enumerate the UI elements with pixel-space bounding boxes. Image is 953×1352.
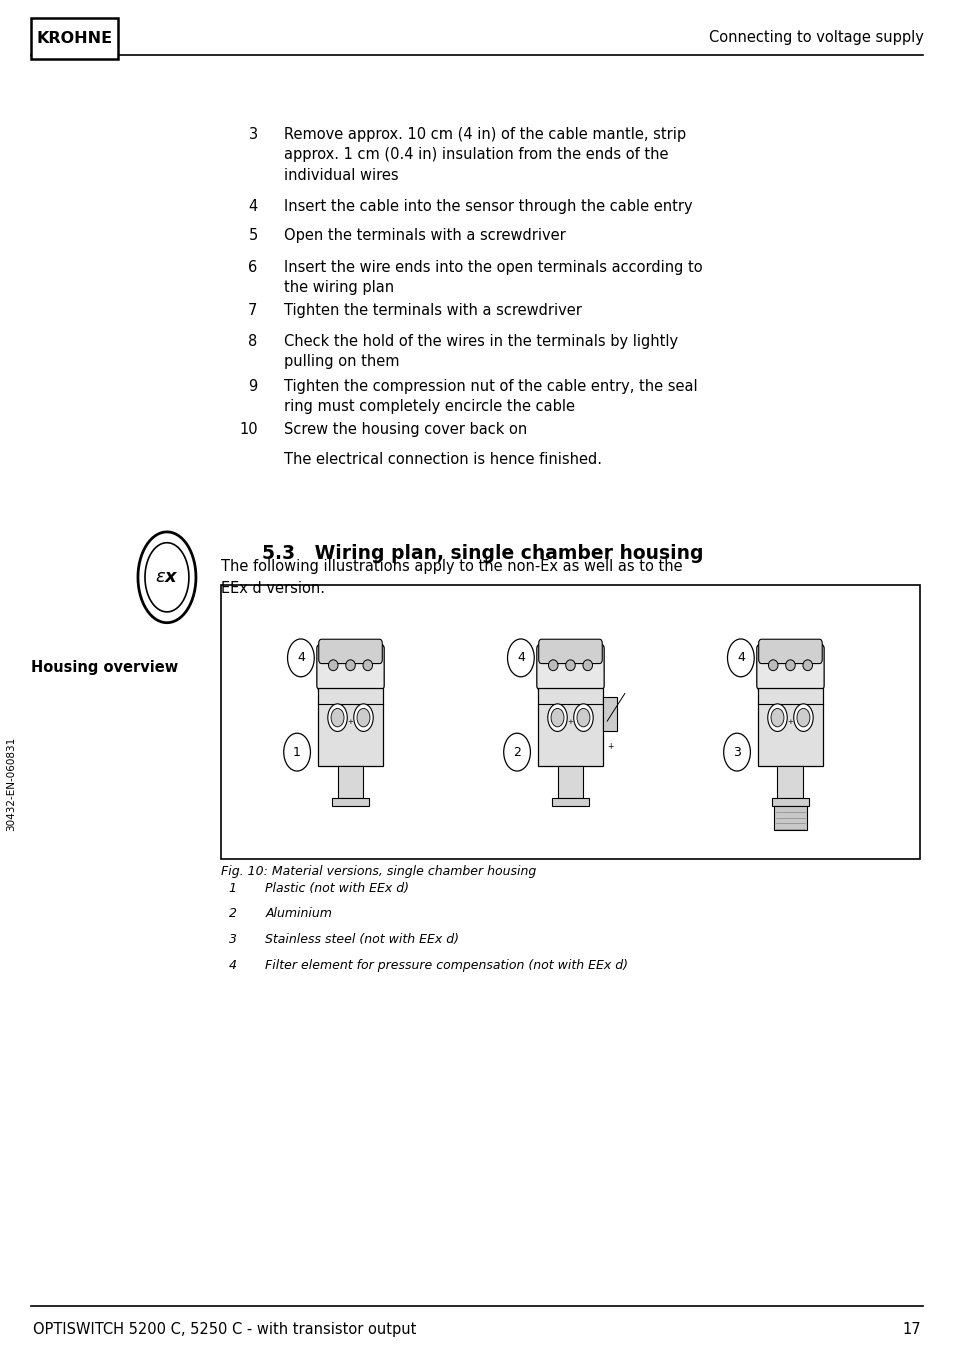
Circle shape bbox=[354, 704, 373, 731]
Circle shape bbox=[551, 708, 563, 727]
Circle shape bbox=[727, 639, 754, 677]
Ellipse shape bbox=[785, 660, 795, 671]
Text: Tighten the terminals with a screwdriver: Tighten the terminals with a screwdriver bbox=[284, 303, 581, 318]
Text: KROHNE: KROHNE bbox=[36, 31, 112, 46]
Text: Insert the wire ends into the open terminals according to
the wiring plan: Insert the wire ends into the open termi… bbox=[284, 260, 702, 295]
Ellipse shape bbox=[328, 660, 337, 671]
Text: 7: 7 bbox=[248, 303, 257, 318]
Ellipse shape bbox=[548, 660, 558, 671]
FancyBboxPatch shape bbox=[537, 688, 602, 765]
Text: 4: 4 bbox=[517, 652, 524, 664]
Text: 5: 5 bbox=[248, 228, 257, 243]
Text: Filter element for pressure compensation (not with EEx d): Filter element for pressure compensation… bbox=[265, 959, 628, 972]
Text: Connecting to voltage supply: Connecting to voltage supply bbox=[708, 30, 923, 45]
Circle shape bbox=[283, 733, 310, 771]
Ellipse shape bbox=[582, 660, 592, 671]
Text: $\epsilon$x: $\epsilon$x bbox=[155, 568, 178, 587]
FancyBboxPatch shape bbox=[771, 798, 808, 806]
Text: 4: 4 bbox=[248, 199, 257, 214]
FancyBboxPatch shape bbox=[758, 639, 821, 664]
Ellipse shape bbox=[363, 660, 373, 671]
Circle shape bbox=[767, 704, 786, 731]
Text: 5.3   Wiring plan, single chamber housing: 5.3 Wiring plan, single chamber housing bbox=[262, 544, 703, 562]
Text: 9: 9 bbox=[248, 379, 257, 393]
Circle shape bbox=[796, 708, 809, 727]
Circle shape bbox=[577, 708, 589, 727]
Text: 3: 3 bbox=[732, 745, 740, 758]
Text: 3: 3 bbox=[248, 127, 257, 142]
Text: Aluminium: Aluminium bbox=[265, 907, 332, 921]
FancyBboxPatch shape bbox=[316, 645, 384, 690]
Text: Insert the cable into the sensor through the cable entry: Insert the cable into the sensor through… bbox=[284, 199, 692, 214]
FancyBboxPatch shape bbox=[318, 639, 382, 664]
FancyBboxPatch shape bbox=[557, 765, 583, 798]
Circle shape bbox=[723, 733, 750, 771]
Text: 17: 17 bbox=[901, 1322, 920, 1337]
Text: Check the hold of the wires in the terminals by lightly
pulling on them: Check the hold of the wires in the termi… bbox=[284, 334, 678, 369]
Circle shape bbox=[287, 639, 314, 677]
Circle shape bbox=[331, 708, 344, 727]
FancyBboxPatch shape bbox=[551, 798, 589, 806]
Text: The following illustrations apply to the non-Ex as well as to the
EEx d version.: The following illustrations apply to the… bbox=[221, 558, 682, 596]
Text: Plastic (not with EEx d): Plastic (not with EEx d) bbox=[265, 882, 409, 895]
Text: Remove approx. 10 cm (4 in) of the cable mantle, strip
approx. 1 cm (0.4 in) ins: Remove approx. 10 cm (4 in) of the cable… bbox=[284, 127, 686, 183]
Circle shape bbox=[328, 704, 347, 731]
FancyBboxPatch shape bbox=[602, 698, 617, 731]
Ellipse shape bbox=[767, 660, 777, 671]
Text: Fig. 10: Material versions, single chamber housing: Fig. 10: Material versions, single chamb… bbox=[221, 865, 536, 879]
FancyBboxPatch shape bbox=[538, 639, 601, 664]
Circle shape bbox=[356, 708, 370, 727]
Text: 1: 1 bbox=[293, 745, 301, 758]
FancyBboxPatch shape bbox=[773, 806, 806, 830]
Text: +: + bbox=[787, 719, 793, 725]
Text: OPTISWITCH 5200 C, 5250 C - with transistor output: OPTISWITCH 5200 C, 5250 C - with transis… bbox=[33, 1322, 416, 1337]
Circle shape bbox=[573, 704, 593, 731]
Text: Tighten the compression nut of the cable entry, the seal
ring must completely en: Tighten the compression nut of the cable… bbox=[284, 379, 698, 414]
FancyBboxPatch shape bbox=[777, 765, 802, 798]
Circle shape bbox=[770, 708, 783, 727]
Ellipse shape bbox=[802, 660, 812, 671]
Text: 4: 4 bbox=[296, 652, 305, 664]
Text: 4: 4 bbox=[229, 959, 236, 972]
Text: The electrical connection is hence finished.: The electrical connection is hence finis… bbox=[284, 452, 601, 466]
Text: Open the terminals with a screwdriver: Open the terminals with a screwdriver bbox=[284, 228, 565, 243]
Ellipse shape bbox=[565, 660, 575, 671]
Text: Screw the housing cover back on: Screw the housing cover back on bbox=[284, 422, 527, 437]
FancyBboxPatch shape bbox=[332, 798, 369, 806]
Text: Housing overview: Housing overview bbox=[30, 660, 177, 675]
Circle shape bbox=[793, 704, 812, 731]
FancyBboxPatch shape bbox=[221, 585, 919, 859]
FancyBboxPatch shape bbox=[756, 645, 823, 690]
Text: 1: 1 bbox=[229, 882, 236, 895]
FancyBboxPatch shape bbox=[337, 765, 363, 798]
Text: 2: 2 bbox=[513, 745, 520, 758]
Text: 8: 8 bbox=[248, 334, 257, 349]
Text: +: + bbox=[567, 719, 573, 725]
Circle shape bbox=[547, 704, 567, 731]
Ellipse shape bbox=[345, 660, 355, 671]
Text: 3: 3 bbox=[229, 933, 236, 946]
Text: 6: 6 bbox=[248, 260, 257, 274]
FancyBboxPatch shape bbox=[30, 18, 118, 58]
FancyBboxPatch shape bbox=[537, 645, 603, 690]
FancyBboxPatch shape bbox=[758, 688, 822, 765]
Text: +: + bbox=[347, 719, 353, 725]
Circle shape bbox=[507, 639, 534, 677]
Text: 30432-EN-060831: 30432-EN-060831 bbox=[7, 737, 16, 831]
Text: 2: 2 bbox=[229, 907, 236, 921]
Text: +: + bbox=[606, 742, 613, 752]
Circle shape bbox=[503, 733, 530, 771]
FancyBboxPatch shape bbox=[317, 688, 382, 765]
Text: 4: 4 bbox=[736, 652, 744, 664]
Text: 10: 10 bbox=[238, 422, 257, 437]
Text: Stainless steel (not with EEx d): Stainless steel (not with EEx d) bbox=[265, 933, 458, 946]
